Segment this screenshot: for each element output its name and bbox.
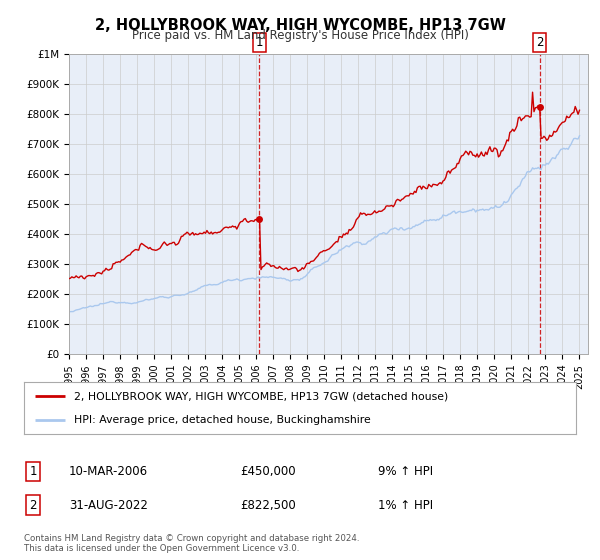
Text: 1: 1: [256, 36, 263, 49]
Text: 2: 2: [29, 498, 37, 512]
Text: Contains HM Land Registry data © Crown copyright and database right 2024.: Contains HM Land Registry data © Crown c…: [24, 534, 359, 543]
Text: 10-MAR-2006: 10-MAR-2006: [69, 465, 148, 478]
Text: 2, HOLLYBROOK WAY, HIGH WYCOMBE, HP13 7GW: 2, HOLLYBROOK WAY, HIGH WYCOMBE, HP13 7G…: [95, 18, 505, 33]
Text: 1% ↑ HPI: 1% ↑ HPI: [378, 498, 433, 512]
Text: 2, HOLLYBROOK WAY, HIGH WYCOMBE, HP13 7GW (detached house): 2, HOLLYBROOK WAY, HIGH WYCOMBE, HP13 7G…: [74, 391, 448, 402]
Text: HPI: Average price, detached house, Buckinghamshire: HPI: Average price, detached house, Buck…: [74, 415, 370, 425]
Text: This data is licensed under the Open Government Licence v3.0.: This data is licensed under the Open Gov…: [24, 544, 299, 553]
Text: 2: 2: [536, 36, 544, 49]
Text: 1: 1: [29, 465, 37, 478]
Text: Price paid vs. HM Land Registry's House Price Index (HPI): Price paid vs. HM Land Registry's House …: [131, 29, 469, 42]
Text: £450,000: £450,000: [240, 465, 296, 478]
Text: 9% ↑ HPI: 9% ↑ HPI: [378, 465, 433, 478]
Text: £822,500: £822,500: [240, 498, 296, 512]
Text: 31-AUG-2022: 31-AUG-2022: [69, 498, 148, 512]
